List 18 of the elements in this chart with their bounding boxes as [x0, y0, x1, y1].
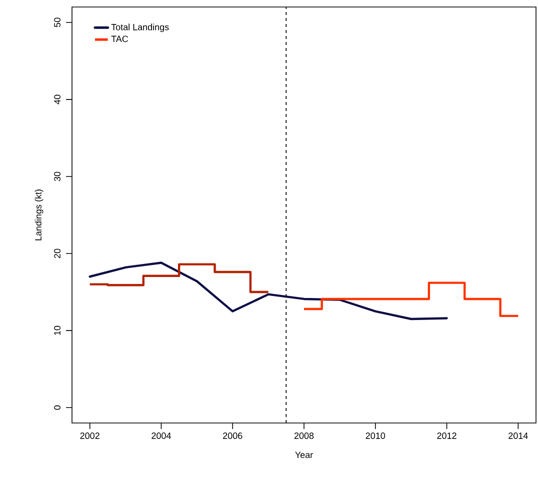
line-series — [88, 262, 448, 320]
y-tick-label: 40 — [54, 94, 60, 104]
x-tick-label: 2012 — [437, 432, 456, 439]
x-tick-label: 2010 — [366, 432, 386, 439]
y-tick-label: 50 — [54, 18, 60, 28]
x-tick-label: 2006 — [223, 432, 242, 439]
x-tick-label: 2008 — [294, 432, 314, 439]
x-axis-title: Year — [295, 452, 313, 458]
y-tick-label: 30 — [54, 172, 60, 182]
y-tick-label: 20 — [54, 248, 60, 258]
legend-label: Total Landings — [111, 24, 169, 32]
x-tick-label: 2002 — [80, 432, 100, 439]
y-tick-label: 10 — [54, 326, 60, 335]
y-axis-title: Landings (kt) — [34, 190, 44, 240]
y-tick-label: 0 — [54, 405, 60, 410]
x-tick-label: 2014 — [508, 432, 528, 439]
legend-label: TAC — [111, 36, 128, 42]
x-tick-label: 2004 — [152, 432, 171, 439]
